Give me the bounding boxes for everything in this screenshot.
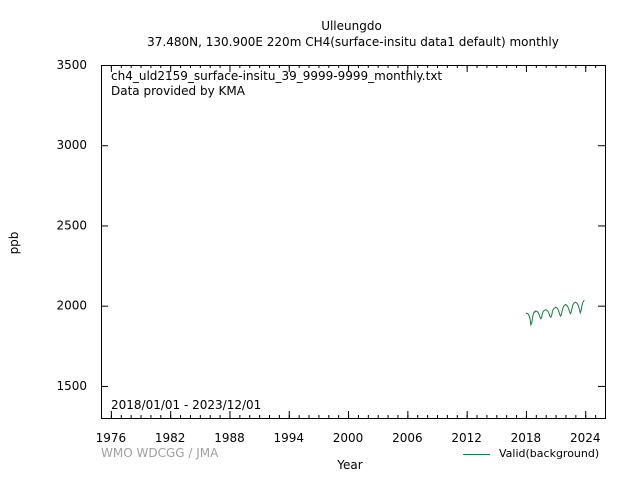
series-group [525,299,585,327]
y-tick-label: 1500 [56,379,87,393]
credit-text: WMO WDCGG / JMA [101,446,219,460]
chart-title: Ulleungdo [321,19,382,33]
x-tick-label: 1976 [96,431,127,445]
x-tick-label: 2012 [451,431,482,445]
y-tick-label: 3500 [56,58,87,72]
x-tick-label: 2018 [511,431,542,445]
x-tick-label: 1994 [273,431,304,445]
y-tick-label: 3000 [56,138,87,152]
axis-tick-labels: 1976 1982 1988 1994 2000 2006 2012 2018 2024 1500… [56,58,600,445]
legend: Valid(background) [463,447,599,460]
legend-swatch [463,453,490,455]
series-line [525,299,585,327]
x-axis-label: Year [337,458,363,472]
provider-annotation: Data provided by KMA [111,84,246,98]
period-annotation: 2018/01/01 - 2023/12/01 [111,398,261,412]
axis-ticks [101,65,606,418]
chart-subtitle: 37.480N, 130.900E 220m CH4(surface-insit… [147,35,559,49]
x-tick-label: 2000 [333,431,364,445]
filename-annotation: ch4_uld2159_surface-insitu_39_9999-9999_… [111,69,442,83]
y-axis-label: ppb [7,231,21,255]
x-tick-label: 2006 [392,431,423,445]
legend-label: Valid(background) [499,447,600,460]
x-tick-label: 2024 [570,431,601,445]
y-tick-label: 2500 [56,218,87,232]
y-tick-label: 2000 [56,299,87,313]
x-tick-label: 1988 [214,431,245,445]
plot-frame [101,65,606,419]
x-tick-label: 1982 [155,431,186,445]
